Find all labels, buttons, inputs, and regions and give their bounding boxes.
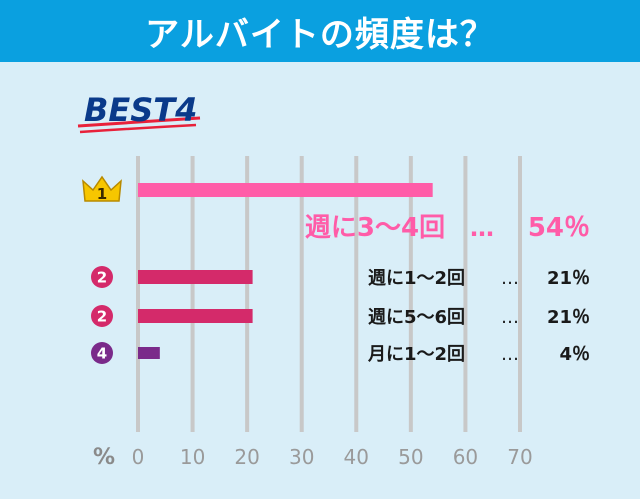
bar-value-3: 21％: [547, 307, 590, 328]
leader-dots-4: …: [501, 344, 519, 365]
x-tick-label-40: 40: [344, 445, 369, 469]
page-title: アルバイトの頻度は？: [145, 14, 495, 55]
bar-3: [138, 309, 253, 323]
x-tick-label-60: 60: [453, 445, 478, 469]
rank-circle-2: [91, 266, 113, 288]
best4-badge: BEST4: [77, 91, 201, 134]
rank-circle-4: [91, 342, 113, 364]
bar-value-4: 4％: [559, 344, 590, 365]
bar-label-1: 週に3〜4回: [305, 213, 445, 243]
x-tick-label-20: 20: [234, 445, 259, 469]
bar-2: [138, 270, 253, 284]
rank-circle-3: [91, 305, 113, 327]
bar-label-3: 週に5〜6回: [368, 307, 465, 328]
rank-label-1: 1: [97, 185, 107, 203]
gridlines: [136, 156, 522, 432]
x-tick-label-10: 10: [180, 445, 205, 469]
leader-dots-2: …: [501, 268, 519, 289]
rank-label-3: 2: [97, 308, 107, 326]
leader-dots-3: …: [501, 307, 519, 328]
title-banner: アルバイトの頻度は？: [0, 0, 640, 62]
rank-label-4: 4: [97, 345, 107, 363]
leader-dots-1: …: [470, 214, 494, 242]
x-tick-label-50: 50: [398, 445, 423, 469]
x-axis-ticks: 0 10 20 30 40 50 60 70: [132, 445, 533, 469]
rank-markers: 1 2 2 4: [82, 175, 122, 364]
bar-label-2: 週に1〜2回: [368, 268, 465, 289]
badge-text: BEST4: [84, 91, 197, 129]
rank-label-2: 2: [97, 269, 107, 287]
unit-label: %: [93, 445, 115, 470]
x-tick-label-30: 30: [289, 445, 314, 469]
x-tick-label-70: 70: [507, 445, 532, 469]
bars: [138, 183, 433, 359]
bar-value-2: 21％: [547, 268, 590, 289]
bar-label-4: 月に1〜2回: [367, 344, 465, 365]
x-tick-label-0: 0: [132, 445, 145, 469]
bar-labels: 週に3〜4回 … 54％ 週に1〜2回 … 21％ 週に5〜6回 … 21％ 月に1〜2回 … 4％: [305, 213, 590, 365]
bar-value-1: 54％: [528, 213, 590, 243]
bar-4: [138, 347, 160, 359]
bar-1: [138, 183, 433, 197]
crown-icon: [82, 175, 122, 202]
badge-underline: [77, 116, 201, 128]
badge-underline-2: [79, 123, 197, 134]
